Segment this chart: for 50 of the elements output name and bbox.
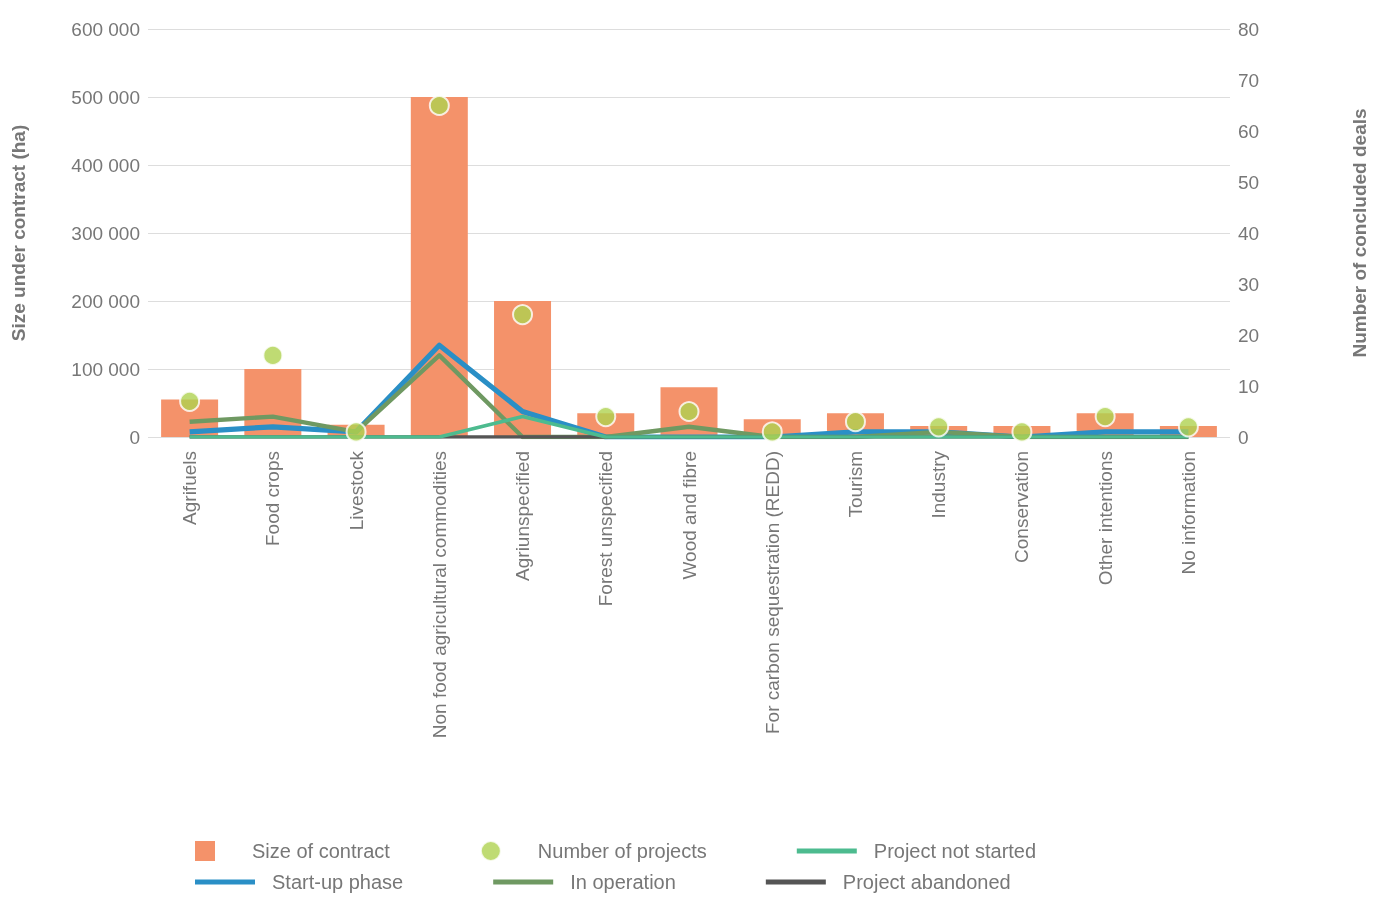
y-tick-label: 200 000: [71, 290, 140, 312]
x-tick-label: No information: [1177, 451, 1199, 575]
point: [595, 406, 617, 428]
legend-label: Number of projects: [537, 840, 707, 862]
x-tick-label: Livestock: [345, 450, 367, 531]
x-tick-label: Other intentions: [1094, 451, 1116, 586]
point: [928, 416, 950, 438]
point: [262, 344, 284, 366]
legend-label: Project abandoned: [842, 871, 1011, 893]
legend-label: Project not started: [873, 840, 1037, 862]
x-tick-label: Wood and fibre: [678, 451, 700, 580]
point: [761, 421, 783, 443]
y2-tick-label: 60: [1238, 120, 1260, 142]
y-tick-label: 100 000: [71, 358, 140, 380]
y-tick-label: 500 000: [71, 86, 140, 108]
y2-tick-label: 40: [1238, 222, 1260, 244]
point: [1094, 406, 1116, 428]
x-tick-label: Industry: [928, 450, 950, 519]
x-tick-label: Tourism: [844, 451, 866, 518]
x-tick-label: Forest unspecified: [595, 451, 617, 607]
point: [1177, 416, 1199, 438]
legend-label: Start-up phase: [272, 871, 404, 893]
point: [844, 411, 866, 433]
y2-axis-title: Number of concluded deals: [1349, 108, 1370, 358]
y-tick-label: 0: [129, 426, 140, 448]
point: [512, 304, 534, 326]
y2-tick-label: 10: [1238, 375, 1260, 397]
y2-tick-label: 50: [1238, 171, 1260, 193]
y-axis-title: Size under contract (ha): [8, 124, 29, 342]
y2-tick-label: 30: [1238, 273, 1260, 295]
x-tick-label: Agrifuels: [179, 451, 201, 525]
y2-tick-label: 0: [1238, 426, 1249, 448]
y-tick-label: 300 000: [71, 222, 140, 244]
point: [345, 421, 367, 443]
y2-tick-label: 70: [1238, 69, 1260, 91]
point: [428, 95, 450, 116]
x-tick-label: Food crops: [262, 451, 284, 547]
legend-label: Size of contract: [252, 840, 391, 862]
x-tick-label: Non food agricultural commodities: [428, 451, 450, 739]
y-tick-label: 600 000: [71, 18, 140, 40]
point: [179, 390, 201, 412]
y2-tick-label: 80: [1238, 18, 1260, 40]
x-tick-label: Conservation: [1011, 451, 1033, 563]
x-tick-label: Agriunspecified: [512, 451, 534, 581]
legend-label: In operation: [570, 871, 676, 893]
x-tick-label: For carbon sequestration (REDD): [761, 451, 783, 734]
y2-tick-label: 20: [1238, 324, 1260, 346]
bar: [410, 97, 468, 437]
y-tick-label: 400 000: [71, 154, 140, 176]
point: [1011, 421, 1033, 443]
